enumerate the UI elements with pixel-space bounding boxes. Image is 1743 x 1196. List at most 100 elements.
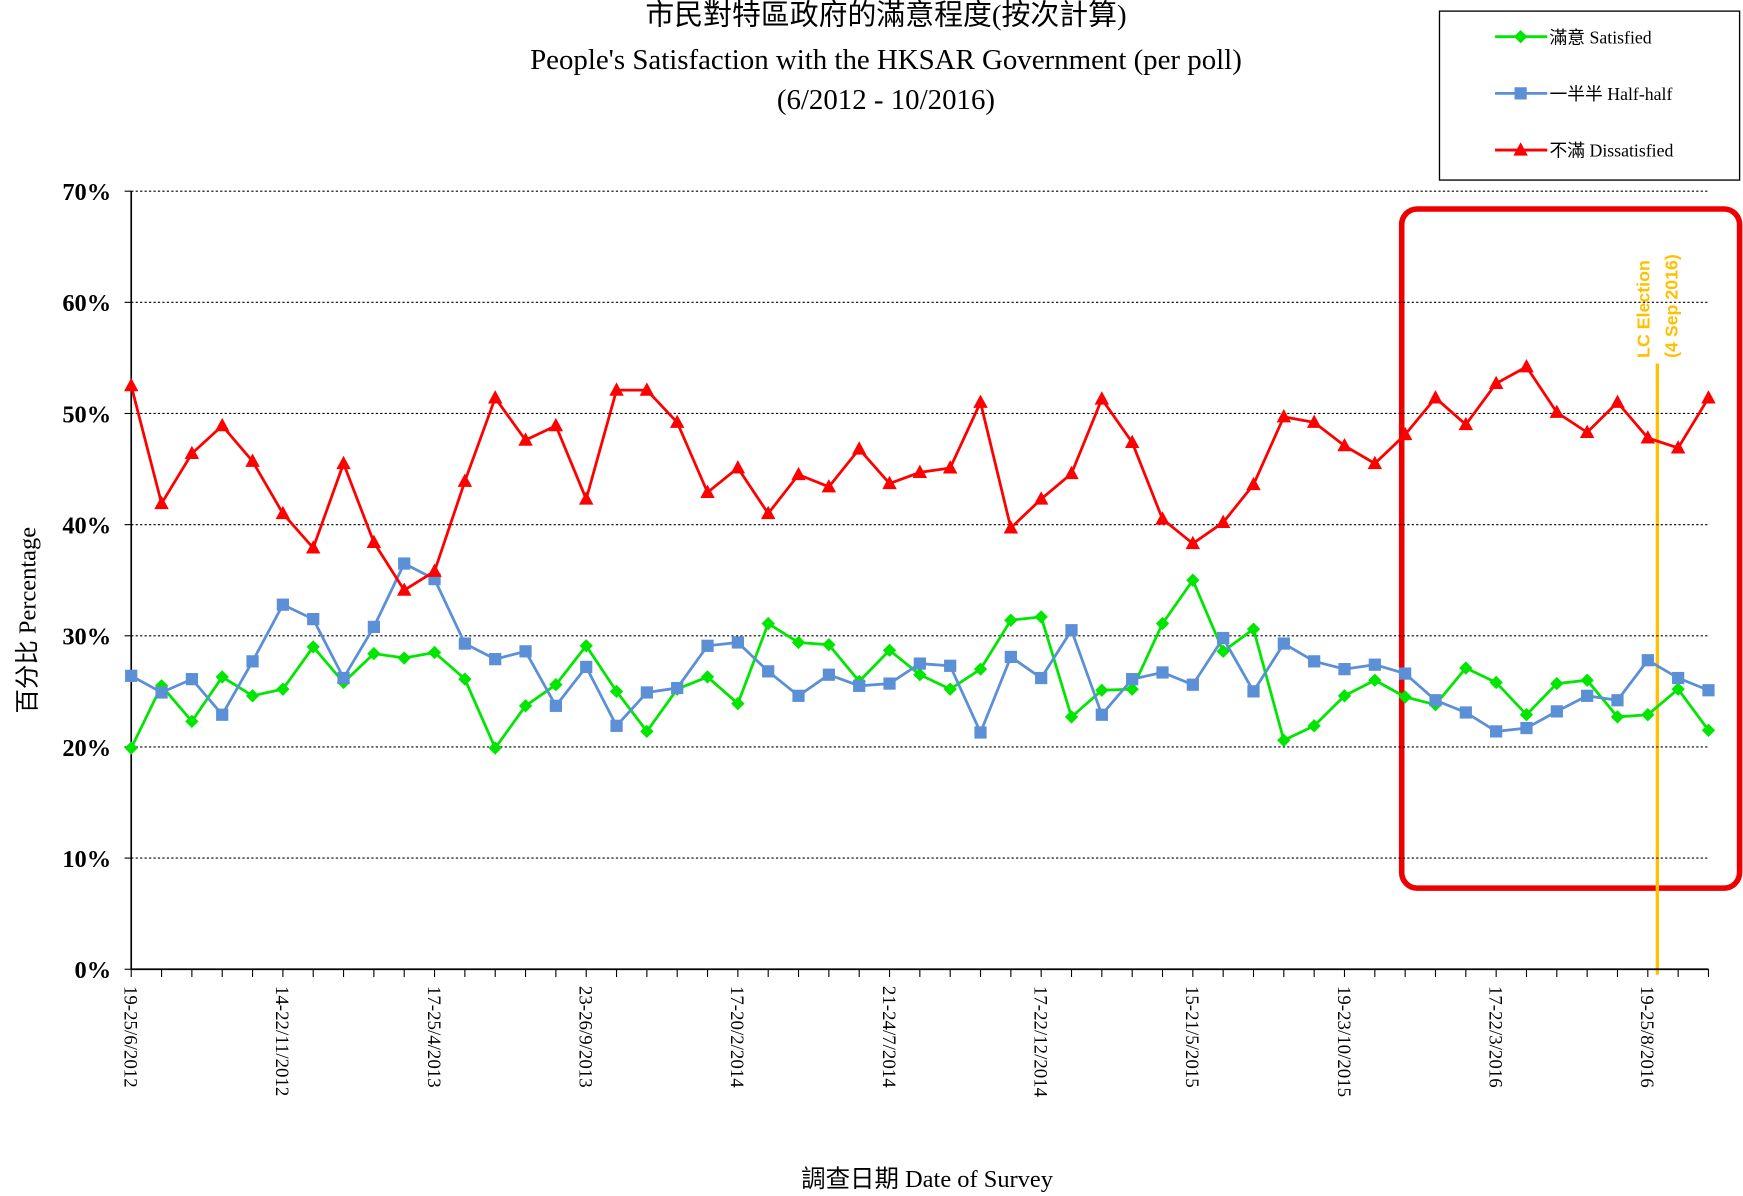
point <box>1429 694 1442 707</box>
point <box>701 639 714 652</box>
point <box>791 466 806 481</box>
point <box>1549 404 1565 418</box>
point <box>610 719 623 732</box>
point <box>761 616 775 631</box>
point <box>1428 390 1443 404</box>
point <box>1367 455 1383 470</box>
point <box>518 432 533 446</box>
y-tick-label: 30% <box>62 624 111 651</box>
point <box>1337 689 1352 703</box>
point <box>336 455 351 470</box>
point <box>853 679 866 692</box>
point <box>669 414 685 428</box>
point <box>1125 682 1139 696</box>
point <box>427 563 442 577</box>
point <box>1064 465 1079 480</box>
legend-label: 不滿 Dissatisfied <box>1550 141 1674 161</box>
y-tick-label: 40% <box>62 513 111 540</box>
point <box>1368 673 1382 687</box>
point <box>1155 616 1170 631</box>
point <box>458 672 472 686</box>
point <box>155 686 168 699</box>
point <box>1611 694 1624 707</box>
point <box>700 484 715 498</box>
point <box>367 620 380 634</box>
point <box>396 582 412 596</box>
point <box>609 382 624 396</box>
x-tick-label: 15-21/5/2015 <box>1181 986 1202 1088</box>
point <box>214 417 230 432</box>
point <box>487 390 503 404</box>
point <box>851 441 867 455</box>
point <box>821 479 837 493</box>
point <box>154 495 169 510</box>
point <box>1156 666 1169 679</box>
point <box>700 670 715 684</box>
legend-marker <box>1513 30 1528 44</box>
point <box>1215 514 1231 528</box>
point <box>1004 650 1017 664</box>
point <box>973 394 988 408</box>
x-tick-label: 19-23/10/2015 <box>1333 986 1354 1097</box>
point <box>1488 375 1504 390</box>
point <box>305 540 321 554</box>
legend-box <box>1438 10 1741 181</box>
y-tick-label: 70% <box>62 179 111 206</box>
point <box>1216 644 1230 659</box>
point <box>973 662 988 676</box>
point <box>1337 437 1352 452</box>
point <box>882 475 897 490</box>
point <box>397 651 411 665</box>
point <box>458 637 471 650</box>
point <box>1550 705 1563 718</box>
x-axis-label: 調查日期 Date of Survey <box>801 1165 1054 1193</box>
point <box>1276 409 1292 423</box>
y-axis-label: 百分比 Percentage <box>14 527 42 714</box>
point <box>1308 655 1321 668</box>
point <box>1126 673 1139 686</box>
point <box>245 689 260 703</box>
point <box>1186 573 1200 587</box>
point <box>1368 658 1381 671</box>
y-tick-label: 0% <box>75 957 112 984</box>
point <box>276 682 290 696</box>
point <box>1489 675 1503 690</box>
x-tick-label: 23-26/9/2013 <box>575 986 596 1088</box>
chart-subtitle: People's Satisfaction with the HKSAR Gov… <box>530 44 1242 76</box>
point <box>1094 391 1110 405</box>
point <box>730 460 746 474</box>
point <box>762 665 775 678</box>
point <box>216 708 229 721</box>
point <box>1640 430 1656 444</box>
point <box>1519 708 1534 722</box>
point <box>246 655 259 668</box>
point <box>1307 719 1321 733</box>
point <box>548 417 564 432</box>
point <box>944 659 957 672</box>
point <box>579 639 593 653</box>
point <box>549 699 562 712</box>
point <box>519 645 532 658</box>
point <box>883 677 896 690</box>
point <box>1217 631 1230 645</box>
point <box>792 689 805 702</box>
legend-label: 一半半 Half-half <box>1550 84 1673 104</box>
point <box>639 382 655 396</box>
point <box>731 696 745 711</box>
point <box>367 646 381 661</box>
point <box>882 643 897 657</box>
point <box>275 505 291 520</box>
point <box>731 636 744 649</box>
x-tick-label: 19-25/6/2012 <box>120 986 141 1088</box>
point <box>1399 667 1412 680</box>
point <box>1671 682 1685 696</box>
point <box>1306 414 1322 428</box>
point <box>913 657 926 670</box>
point <box>1033 491 1049 505</box>
point <box>1185 535 1201 550</box>
point <box>1247 685 1260 698</box>
point <box>184 445 200 460</box>
point <box>640 724 654 739</box>
